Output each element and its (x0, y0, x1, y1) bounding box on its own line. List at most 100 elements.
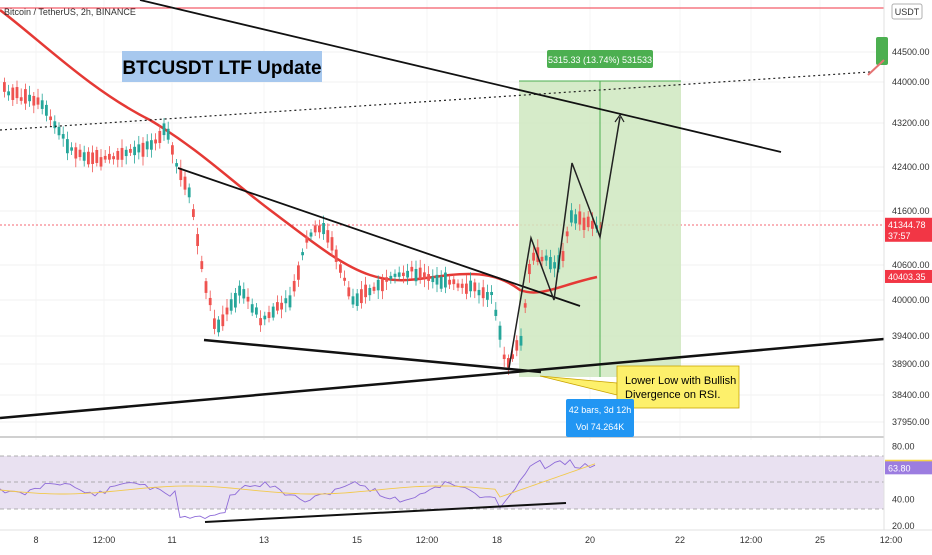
rsi-signal-line (0, 463, 596, 498)
candle-body (486, 292, 489, 300)
symbol-line[interactable]: Bitcoin / TetherUS, 2h, BINANCE (4, 7, 136, 17)
candle-body (322, 223, 325, 235)
time-tick-label: 18 (492, 535, 502, 545)
candle-body (225, 307, 229, 315)
candle-body (179, 168, 183, 181)
time-tick-label: 13 (259, 535, 269, 545)
candle-body (339, 264, 342, 273)
candle-body (11, 87, 15, 100)
candle-body (116, 151, 120, 160)
candle-body (255, 307, 258, 315)
time-tick-label: 12:00 (740, 535, 763, 545)
price-badge-countdown: 37:57 (888, 231, 911, 241)
candle-body (418, 267, 422, 279)
candle-body (498, 325, 502, 340)
alert-arrow (867, 59, 885, 76)
candle-body (166, 128, 170, 140)
price-tick-label: 44000.00 (892, 77, 930, 87)
time-tick-label: 22 (675, 535, 685, 545)
candle-body (36, 97, 40, 105)
alert-marker[interactable] (876, 37, 888, 65)
candle-body (414, 268, 418, 282)
rsi-support-trendline[interactable] (204, 502, 567, 523)
time-tick-label: 11 (167, 535, 176, 545)
candle-body (561, 251, 565, 262)
candle-body (217, 319, 220, 333)
title-box[interactable] (122, 51, 322, 82)
candle-body (507, 358, 510, 368)
rising-support-line[interactable] (0, 337, 885, 420)
projection-arrowhead (614, 113, 625, 123)
callout-box[interactable] (616, 365, 740, 409)
candle-body (91, 152, 94, 164)
candle-body (444, 272, 447, 288)
time-tick-label: 25 (815, 535, 825, 545)
wedge-upper-trendline[interactable] (177, 167, 581, 307)
candle-body (427, 274, 430, 281)
candle-body (259, 318, 262, 326)
price-badge[interactable] (885, 269, 932, 283)
candle-body (448, 279, 451, 285)
candle-body (280, 302, 283, 310)
rsi-badges: 65.0063.80 (885, 459, 932, 475)
candle-body (511, 354, 514, 359)
candle-body (124, 149, 128, 157)
candle-body (318, 225, 321, 233)
candle-body (385, 277, 388, 282)
candle-body (57, 126, 61, 136)
candle-body (108, 153, 111, 160)
candle-body (532, 252, 535, 261)
candle-body (129, 148, 132, 153)
candle-body (376, 279, 380, 291)
candle-body (372, 286, 376, 291)
candle-body (523, 303, 527, 308)
candle-body (355, 293, 359, 306)
time-tick-label: 12:00 (416, 535, 439, 545)
range-info-box[interactable] (566, 399, 634, 437)
candle-body (582, 217, 586, 231)
candle-body (288, 295, 292, 308)
candle-body (162, 123, 166, 136)
price-tick-label: 40600.00 (892, 260, 930, 270)
rsi-badge[interactable] (885, 461, 932, 475)
candle-body (175, 163, 178, 167)
candle-body (351, 296, 355, 305)
candle-body (570, 210, 573, 223)
dotted-trendline[interactable] (0, 71, 871, 131)
candle-body (103, 155, 107, 160)
rsi-badge-value: 63.80 (888, 463, 911, 473)
price-tick-label: 38900.00 (892, 359, 930, 369)
candle-body (381, 279, 384, 292)
candle-body (423, 272, 426, 279)
time-axis[interactable] (0, 530, 932, 550)
measure-label-box[interactable] (547, 50, 653, 68)
candle-body (544, 255, 548, 261)
candle-body (549, 257, 552, 270)
candle-body (99, 157, 103, 167)
candle-body (213, 318, 216, 329)
candle-body (242, 289, 246, 299)
price-badge-value: 40403.35 (888, 272, 926, 282)
currency-button-label: USDT (895, 7, 920, 17)
candle-body (87, 151, 90, 165)
projected-path[interactable] (508, 116, 621, 369)
candle-body (347, 287, 351, 297)
candle-body (435, 274, 439, 285)
currency-button[interactable] (891, 3, 923, 20)
candle-body (158, 130, 162, 143)
callout-line-1: Lower Low with Bullish (625, 375, 736, 387)
price-badge[interactable] (885, 217, 932, 242)
rsi-line (0, 459, 596, 520)
rsi-axis-labels: 80.00 40.00 20.00 (892, 441, 915, 531)
candle-body (330, 237, 334, 251)
candle-body (271, 306, 275, 318)
wedge-lower-trendline[interactable] (203, 338, 542, 374)
time-tick-label: 12:00 (93, 535, 116, 545)
candle-body (389, 275, 393, 279)
candle-body (49, 116, 52, 121)
candle-body (200, 261, 204, 270)
upper-descending-trendline[interactable] (139, 0, 782, 153)
price-tick-label: 44500.00 (892, 47, 930, 57)
candle-body (78, 149, 82, 158)
